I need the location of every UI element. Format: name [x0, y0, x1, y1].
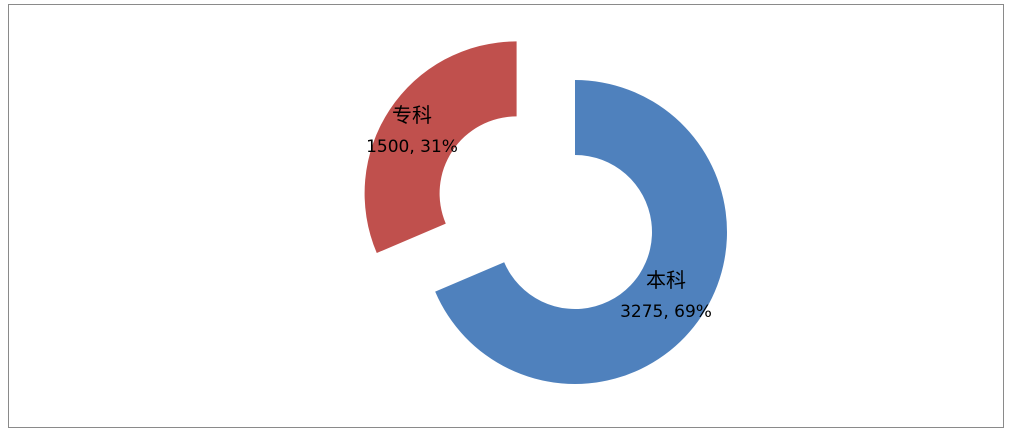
- slice-0: [435, 80, 728, 385]
- data-label-value-0: 3275, 69%: [620, 302, 712, 322]
- labels-group: 本科 3275, 69% 专科 1500, 31%: [366, 103, 712, 322]
- slice-1: [364, 41, 517, 254]
- data-label-name-0: 本科: [646, 268, 686, 292]
- data-label-name-1: 专科: [392, 103, 432, 127]
- slices-group: [364, 41, 728, 385]
- data-label-value-1: 1500, 31%: [366, 137, 458, 157]
